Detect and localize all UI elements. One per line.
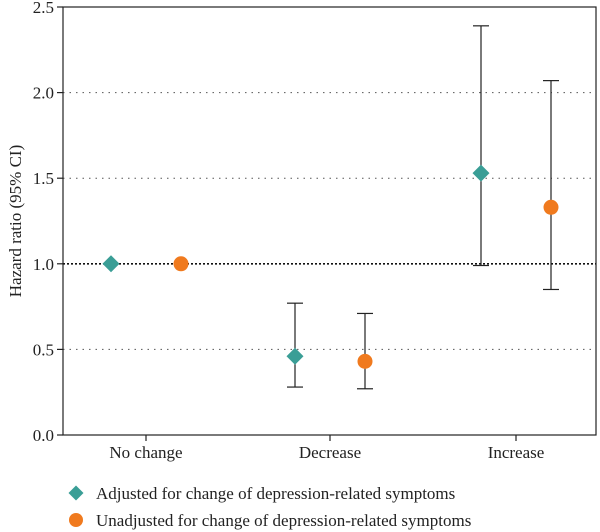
y-tick-label: 1.0 [33, 255, 54, 274]
data-series [102, 25, 559, 390]
y-axis: 0.0 0.5 1.0 1.5 2.0 2.5 [33, 0, 63, 445]
legend-circle-icon [69, 513, 83, 527]
y-tick-label: 1.5 [33, 169, 54, 188]
x-axis: No change Decrease Increase [109, 435, 544, 462]
data-point-unadjusted [543, 199, 559, 215]
grid-lines [63, 92, 596, 350]
legend-label: Adjusted for change of depression-relate… [96, 484, 455, 503]
data-point-unadjusted [173, 256, 189, 272]
y-axis-title: Hazard ratio (95% CI) [6, 145, 25, 297]
data-point-adjusted [472, 164, 490, 182]
y-tick-label: 0.0 [33, 426, 54, 445]
data-point-adjusted [286, 347, 304, 365]
y-tick-label: 2.0 [33, 84, 54, 103]
x-tick-label: Decrease [299, 443, 361, 462]
data-point-unadjusted [357, 353, 373, 369]
legend-diamond-icon [68, 485, 84, 501]
y-tick-label: 2.5 [33, 0, 54, 17]
plot-frame [62, 6, 597, 436]
y-tick-label: 0.5 [33, 340, 54, 359]
legend: Adjusted for change of depression-relate… [68, 484, 471, 530]
x-tick-label: Increase [488, 443, 545, 462]
legend-label: Unadjusted for change of depression-rela… [96, 511, 471, 530]
data-point-adjusted [102, 255, 120, 273]
x-tick-label: No change [109, 443, 182, 462]
